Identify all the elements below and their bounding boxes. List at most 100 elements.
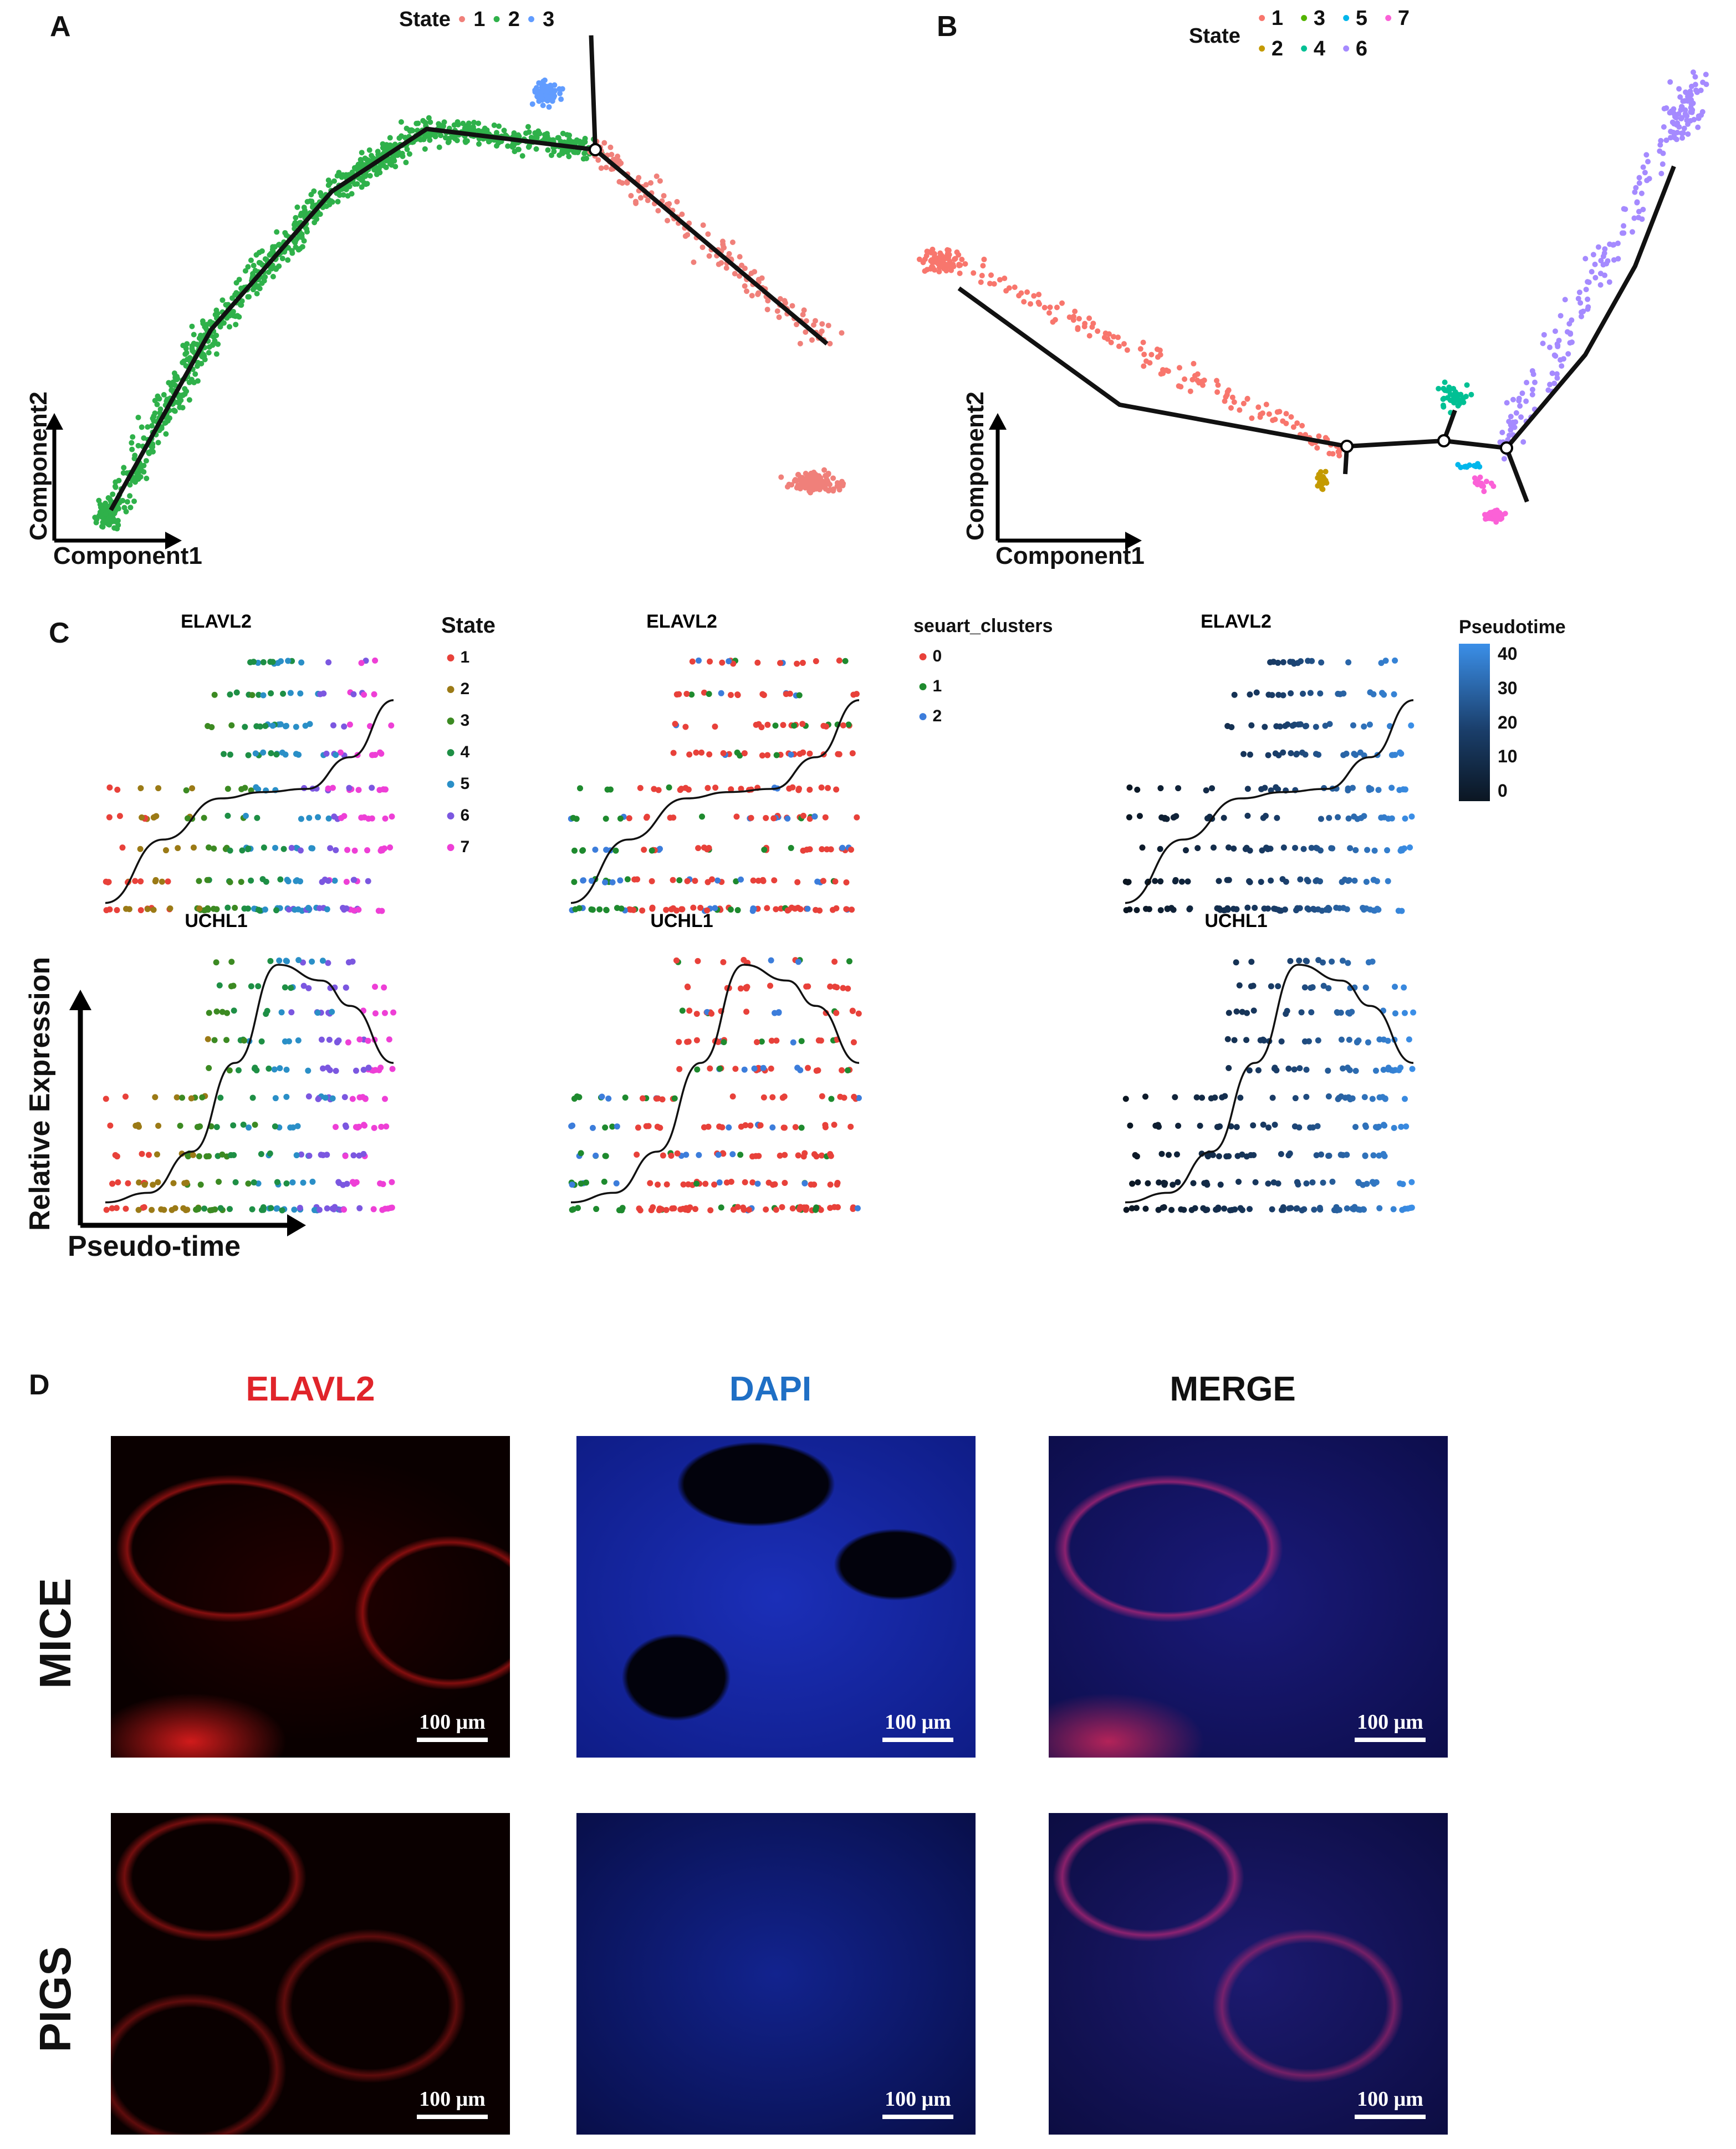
cell-point — [227, 691, 233, 698]
state2-point — [182, 386, 188, 392]
cell-point — [668, 906, 675, 913]
state1-point — [1277, 409, 1283, 415]
cell-point — [822, 1122, 829, 1128]
cell-point — [305, 985, 312, 991]
cell-point — [1287, 958, 1294, 964]
cell-point — [271, 1066, 278, 1073]
cell-point — [389, 1179, 395, 1185]
cell-point — [389, 813, 395, 820]
cell-point — [801, 1204, 808, 1211]
cell-point — [268, 690, 274, 696]
cell-point — [216, 982, 223, 989]
cell-point — [789, 1205, 796, 1211]
panel-a-legend-3: 3 — [543, 8, 555, 31]
cell-point — [806, 816, 813, 822]
cell-point — [277, 1065, 283, 1072]
state6-point — [1497, 439, 1503, 445]
cell-point — [277, 721, 284, 727]
state2-point — [294, 204, 300, 210]
state2-point — [236, 277, 242, 283]
trajectory-line — [957, 165, 1676, 450]
state1-point — [1108, 339, 1114, 345]
cell-point — [1345, 815, 1352, 822]
state2-point — [542, 132, 548, 138]
cell-point — [1132, 1152, 1138, 1158]
cell-point — [230, 1122, 237, 1129]
state2-point — [460, 120, 466, 126]
cell-point — [152, 877, 159, 883]
cell-point — [1292, 1095, 1299, 1102]
cell-point — [190, 844, 197, 851]
cell-point — [1282, 722, 1289, 729]
cell-point — [1401, 1010, 1408, 1016]
cell-point — [196, 905, 203, 912]
state2-point — [523, 130, 529, 136]
cell-point — [748, 814, 754, 821]
cell-point — [230, 982, 237, 989]
state1-point — [645, 197, 651, 203]
cell-point — [245, 845, 252, 852]
cell-point — [782, 1152, 788, 1158]
state1-point — [776, 314, 782, 320]
cell-point — [155, 785, 162, 792]
state1-point — [618, 160, 624, 166]
cell-point — [252, 1122, 258, 1128]
state1-point — [804, 475, 810, 481]
column-title-merge: MERGE — [1170, 1370, 1296, 1408]
state1-point — [615, 154, 621, 160]
cell-point — [233, 689, 240, 696]
cell-point — [274, 1205, 280, 1211]
cell-point — [1267, 659, 1274, 665]
state6-point — [1683, 89, 1689, 95]
state6-point — [1677, 94, 1683, 100]
cell-point — [260, 692, 267, 699]
cell-point — [754, 659, 761, 666]
state1-point — [774, 308, 780, 314]
cell-point — [1392, 657, 1398, 664]
state2-point — [436, 144, 442, 150]
cluster-legend-title: seuart_clusters — [913, 615, 1053, 636]
cell-point — [849, 1007, 856, 1014]
state6-point — [1529, 386, 1535, 393]
cell-point — [195, 1124, 202, 1130]
state1-point — [959, 256, 965, 262]
cell-point — [115, 1179, 121, 1186]
cell-point — [680, 1181, 687, 1188]
legend-dot-icon: ● — [446, 743, 461, 761]
cell-point — [769, 1124, 776, 1130]
cell-point — [103, 878, 109, 885]
cell-point — [364, 847, 371, 854]
state2-point — [135, 414, 141, 420]
state2-point — [103, 511, 109, 517]
cell-point — [170, 1180, 177, 1186]
state1-point — [803, 329, 809, 335]
legend-dot-icon: ● — [446, 711, 461, 730]
state6-point — [1590, 252, 1596, 258]
state6-point — [1671, 133, 1677, 139]
cell-point — [1369, 958, 1376, 965]
state6-point — [1631, 215, 1637, 221]
cell-point — [670, 814, 677, 821]
state2-point — [400, 153, 406, 159]
state2-point — [582, 139, 588, 145]
cell-point — [1216, 878, 1222, 884]
cell-point — [1216, 905, 1223, 912]
cell-point — [295, 1037, 302, 1044]
state2-point — [369, 152, 375, 159]
cell-point — [604, 786, 611, 793]
cell-point — [833, 1010, 840, 1016]
cell-point — [379, 1206, 386, 1213]
cell-point — [272, 1095, 279, 1102]
cell-point — [617, 877, 624, 884]
cell-point — [139, 814, 145, 821]
cell-point — [1288, 750, 1294, 757]
state1-point — [1035, 299, 1041, 305]
state1-point — [1095, 328, 1101, 334]
state2-point — [496, 123, 502, 129]
cell-point — [268, 1205, 274, 1211]
cell-point — [150, 907, 157, 913]
cell-point — [1231, 1037, 1238, 1043]
cell-point — [702, 1180, 709, 1187]
state6-point — [1602, 246, 1608, 252]
